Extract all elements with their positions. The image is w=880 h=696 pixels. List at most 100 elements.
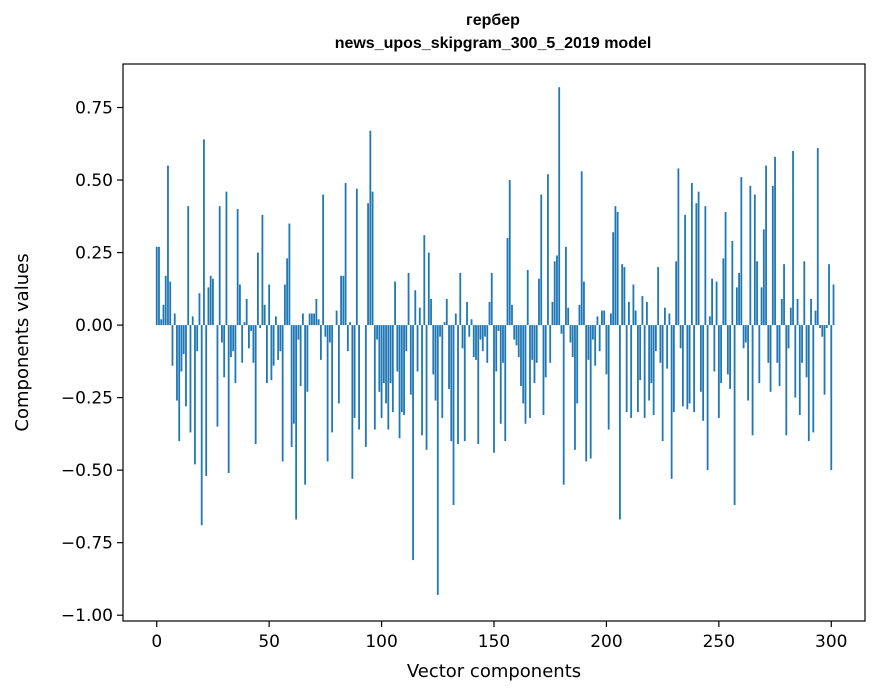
y-tick-label: 0.00: [75, 316, 113, 336]
bar: [497, 325, 500, 331]
bar: [279, 325, 282, 352]
bar: [452, 325, 455, 505]
bar: [565, 246, 567, 326]
bar: [616, 211, 619, 326]
bar: [328, 325, 331, 343]
x-tick-label: 300: [815, 632, 847, 652]
bar: [245, 298, 248, 326]
bar: [515, 325, 518, 346]
bar: [236, 209, 239, 326]
bar: [648, 325, 651, 401]
bar: [178, 325, 181, 442]
bar: [286, 258, 289, 326]
bar: [583, 281, 585, 326]
bar: [607, 325, 610, 430]
bar: [767, 325, 770, 363]
bar: [324, 325, 327, 337]
bar: [724, 211, 727, 326]
bar: [277, 325, 280, 360]
bar: [387, 325, 390, 430]
bar: [771, 185, 774, 326]
bar: [547, 174, 549, 326]
bar: [556, 255, 558, 326]
bar: [160, 319, 163, 326]
bar: [337, 325, 340, 404]
bar: [538, 278, 540, 326]
bar: [407, 272, 410, 326]
bar: [659, 325, 662, 363]
bar: [167, 165, 169, 326]
bar: [578, 304, 581, 326]
bar: [369, 130, 372, 326]
bar: [506, 238, 509, 326]
bar: [187, 206, 190, 326]
bar: [205, 325, 208, 476]
bar: [481, 325, 484, 352]
bar: [684, 214, 687, 326]
bar: [371, 191, 374, 326]
bar: [787, 325, 790, 349]
bar: [389, 325, 392, 384]
bar: [391, 325, 394, 413]
bar: [326, 325, 329, 462]
bar: [308, 313, 311, 326]
bar: [398, 325, 401, 439]
x-tick-label: 200: [590, 632, 622, 652]
bar: [706, 325, 709, 471]
bar: [670, 325, 673, 479]
bar: [553, 261, 556, 326]
bar: [421, 325, 423, 436]
bar: [551, 301, 554, 326]
bar: [385, 325, 387, 404]
bar: [394, 281, 396, 326]
bar: [493, 325, 495, 453]
bar: [753, 194, 756, 326]
bar: [502, 325, 504, 363]
bar: [463, 325, 466, 442]
bar: [562, 325, 565, 485]
bar: [587, 325, 590, 360]
bar: [441, 325, 444, 418]
bar: [614, 206, 617, 326]
bar: [783, 264, 785, 326]
x-tick-label: 0: [151, 632, 162, 652]
bar: [726, 325, 729, 375]
bar: [448, 325, 450, 389]
bars-group: [155, 87, 835, 595]
bar: [171, 325, 174, 366]
bar: [513, 325, 516, 340]
bar: [259, 325, 262, 328]
bar: [740, 177, 743, 326]
bar: [744, 325, 747, 343]
bar: [812, 325, 815, 433]
bar: [209, 275, 212, 326]
bar: [212, 278, 214, 326]
bar: [216, 325, 219, 427]
bar: [340, 275, 342, 326]
bar: [450, 325, 453, 442]
bar: [634, 310, 637, 326]
bar: [789, 307, 792, 326]
bar: [760, 287, 763, 326]
bar: [801, 325, 803, 363]
bar: [490, 272, 493, 326]
bar: [632, 284, 635, 326]
bar: [589, 325, 592, 459]
bar: [733, 325, 736, 505]
bar: [675, 261, 678, 326]
bar: [738, 272, 740, 326]
bar: [477, 325, 480, 445]
bar: [313, 313, 316, 326]
bar: [646, 301, 648, 326]
bar: [418, 307, 421, 326]
bar: [412, 325, 414, 561]
bar: [780, 298, 783, 326]
x-axis-ticks: 0 50 100 150 200 250 300: [151, 621, 847, 652]
bar: [520, 325, 522, 387]
bar: [349, 322, 351, 326]
bar: [434, 325, 437, 401]
bar: [414, 290, 417, 326]
bar: [472, 325, 475, 357]
bar: [511, 304, 513, 326]
